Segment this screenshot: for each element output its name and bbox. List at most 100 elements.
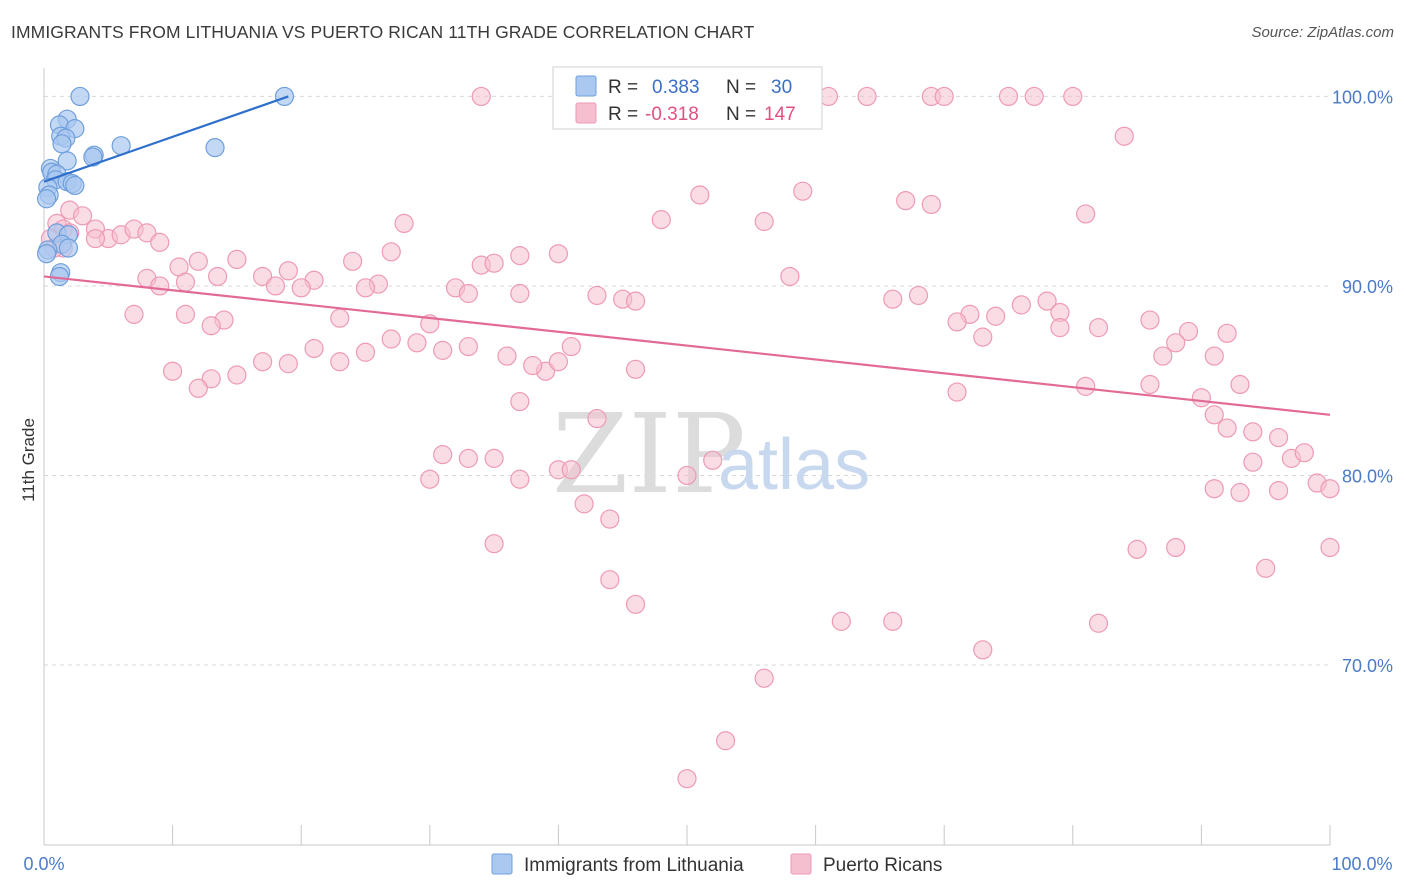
puerto-ricans-point bbox=[625, 291, 646, 311]
y-tick-labels: 70.0% 80.0% 90.0% 100.0% bbox=[1332, 87, 1393, 676]
puerto-ricans-point bbox=[754, 668, 774, 688]
puerto-ricans-point bbox=[947, 382, 967, 402]
y-tick-label: 90.0% bbox=[1342, 277, 1393, 297]
puerto-ricans-point bbox=[355, 342, 376, 362]
puerto-ricans-point bbox=[1320, 479, 1340, 499]
puerto-ricans-point bbox=[1166, 537, 1186, 558]
puerto-ricans-point bbox=[124, 304, 144, 324]
puerto-ricans-point bbox=[934, 86, 954, 107]
y-tick-label: 100.0% bbox=[1332, 87, 1393, 107]
puerto-ricans-point bbox=[85, 228, 106, 249]
puerto-ricans-point bbox=[600, 570, 620, 590]
puerto-ricans-point bbox=[1140, 374, 1160, 395]
puerto-ricans-point bbox=[908, 285, 929, 306]
puerto-ricans-point bbox=[1204, 346, 1224, 366]
legend-n-value-blue: 30 bbox=[771, 77, 792, 98]
puerto-ricans-point bbox=[1153, 346, 1173, 366]
series-legend-swatch-pink bbox=[790, 853, 812, 875]
puerto-ricans-point bbox=[1217, 418, 1237, 438]
puerto-ricans-point bbox=[1050, 318, 1070, 338]
legend-box bbox=[552, 66, 823, 130]
watermark-atlas: atlas bbox=[718, 425, 870, 505]
lithuania-point bbox=[83, 147, 103, 167]
puerto-ricans-point bbox=[1178, 321, 1199, 342]
puerto-ricans-trend-line bbox=[43, 275, 1331, 416]
puerto-ricans-point bbox=[574, 494, 594, 514]
puerto-ricans-point bbox=[227, 365, 247, 385]
puerto-ricans-point bbox=[1166, 333, 1186, 353]
puerto-ricans-point bbox=[188, 378, 208, 398]
puerto-ricans-point bbox=[548, 352, 569, 372]
legend-swatch-pink bbox=[575, 102, 597, 124]
lithuania-point bbox=[36, 189, 57, 209]
puerto-ricans-point bbox=[1063, 86, 1083, 107]
puerto-ricans-point bbox=[1011, 295, 1031, 315]
puerto-ricans-point bbox=[484, 534, 504, 554]
puerto-ricans-point bbox=[394, 213, 414, 233]
puerto-ricans-point bbox=[703, 450, 723, 470]
lithuania-point bbox=[57, 151, 77, 171]
puerto-ricans-point bbox=[1114, 126, 1134, 146]
puerto-ricans-point bbox=[600, 509, 620, 529]
puerto-ricans-point bbox=[1127, 539, 1147, 559]
puerto-ricans-point bbox=[1256, 558, 1276, 578]
series-legend-label-blue: Immigrants from Lithuania bbox=[524, 855, 744, 876]
puerto-ricans-point bbox=[1204, 405, 1224, 425]
puerto-ricans-point bbox=[227, 249, 247, 270]
puerto-ricans-point bbox=[998, 86, 1019, 107]
puerto-ricans-point bbox=[208, 266, 228, 287]
lithuania-point bbox=[70, 86, 90, 107]
puerto-ricans-point bbox=[561, 460, 581, 480]
puerto-ricans-point bbox=[188, 251, 208, 271]
y-axis-label: 11th Grade bbox=[19, 418, 38, 502]
puerto-ricans-point bbox=[523, 355, 543, 376]
puerto-ricans-point bbox=[330, 352, 350, 372]
puerto-ricans-point bbox=[381, 329, 401, 349]
puerto-ricans-point bbox=[883, 611, 903, 631]
puerto-ricans-point bbox=[330, 308, 350, 328]
puerto-ricans-point bbox=[278, 261, 298, 281]
legend-n-label-blue: N = bbox=[726, 77, 756, 98]
lithuania-trend-line bbox=[43, 95, 289, 183]
puerto-ricans-point bbox=[1268, 427, 1289, 448]
correlation-legend: R = 0.383 N = 30 R = -0.318 N = 147 bbox=[552, 66, 823, 130]
puerto-ricans-point bbox=[947, 312, 967, 332]
puerto-ricans-point bbox=[150, 232, 170, 252]
puerto-ricans-point bbox=[1320, 537, 1340, 558]
puerto-ricans-point bbox=[677, 769, 697, 789]
puerto-ricans-point bbox=[278, 354, 298, 374]
series-legend-label-pink: Puerto Ricans bbox=[823, 855, 942, 876]
puerto-ricans-point bbox=[1243, 452, 1263, 472]
puerto-ricans-point bbox=[471, 86, 491, 107]
puerto-ricans-point bbox=[201, 369, 221, 389]
source-label: Source: ZipAtlas.com bbox=[1251, 24, 1394, 41]
puerto-ricans-point bbox=[1076, 376, 1096, 396]
puerto-ricans-point bbox=[1024, 86, 1044, 107]
puerto-ricans-point bbox=[973, 327, 993, 347]
puerto-ricans-point bbox=[72, 206, 93, 226]
puerto-ricans-point bbox=[587, 285, 607, 306]
lithuania-point bbox=[36, 244, 57, 264]
puerto-ricans-point bbox=[896, 191, 916, 211]
puerto-ricans-point bbox=[484, 253, 504, 273]
puerto-ricans-point bbox=[420, 469, 440, 489]
lithuania-point bbox=[52, 134, 72, 154]
puerto-ricans-point bbox=[1243, 422, 1263, 442]
puerto-ricans-point bbox=[715, 731, 736, 751]
puerto-ricans-point bbox=[497, 346, 517, 366]
puerto-ricans-point bbox=[561, 336, 581, 357]
puerto-ricans-point bbox=[433, 340, 453, 360]
puerto-ricans-point bbox=[253, 266, 273, 287]
legend-r-label-pink: R = bbox=[608, 104, 638, 125]
puerto-ricans-point bbox=[793, 181, 813, 201]
puerto-ricans-point bbox=[1191, 388, 1212, 408]
legend-r-label-blue: R = bbox=[608, 77, 638, 98]
puerto-ricans-point bbox=[625, 359, 646, 379]
puerto-ricans-point bbox=[651, 210, 671, 230]
puerto-ricans-point bbox=[831, 611, 851, 631]
lithuania-point bbox=[58, 238, 79, 258]
puerto-ricans-point bbox=[921, 194, 941, 215]
puerto-ricans-point bbox=[484, 448, 504, 468]
puerto-ricans-point bbox=[201, 316, 221, 336]
